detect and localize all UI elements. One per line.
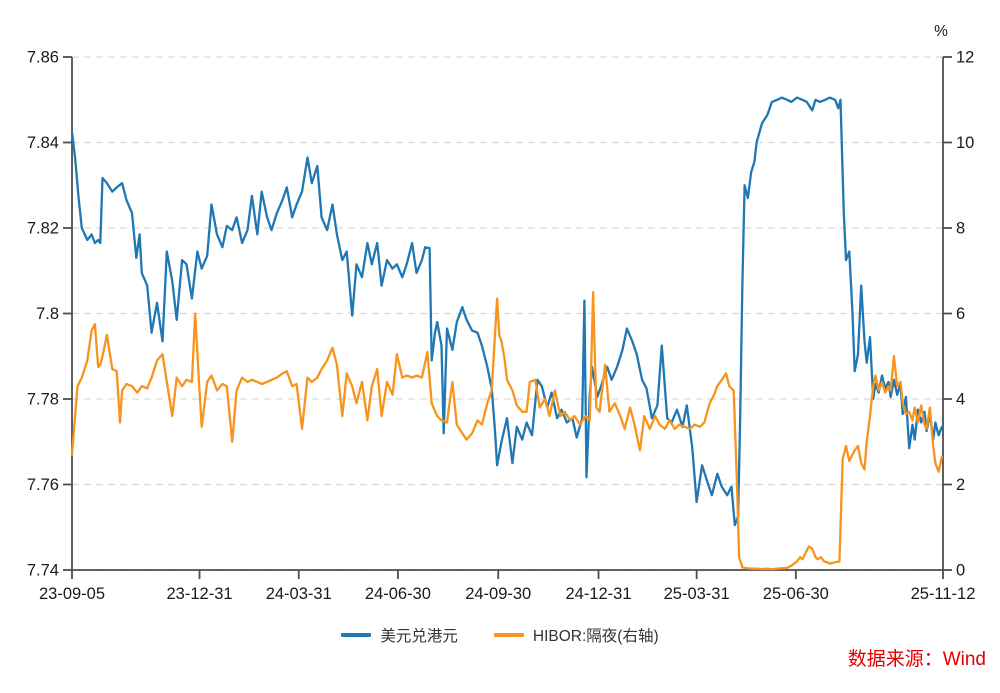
legend-label-usd-hkd: 美元兑港元 [380,628,458,645]
right-axis-tick-label: 6 [956,305,965,323]
x-axis-tick-label: 25-06-30 [763,585,829,603]
left-axis-tick-label: 7.82 [27,220,59,238]
legend-item-hibor-overnight: HIBOR:隔夜(右轴) [493,624,659,646]
legend-line-swatch-hibor-overnight [493,633,524,637]
series-line-hibor-overnight [70,290,944,571]
left-axis-tick-label: 7.8 [36,305,59,323]
chart-legend: 美元兑港元 HIBOR:隔夜(右轴) [0,624,1000,646]
left-axis-tick-label: 7.74 [27,562,59,580]
right-axis-unit-label: % [934,23,948,40]
x-axis-tick-label: 23-09-05 [39,585,105,603]
x-axis-tick-label: 24-09-30 [465,585,531,603]
right-axis-tick-label: 10 [956,134,974,152]
legend-label-hibor-overnight: HIBOR:隔夜(右轴) [532,628,659,645]
left-axis-tick-label: 7.86 [27,49,59,67]
x-axis-tick-label: 23-12-31 [167,585,233,603]
series-line-usd-hkd [70,96,944,527]
left-axis-tick-label: 7.76 [27,476,59,494]
right-axis-tick-label: 0 [956,562,965,580]
x-axis-tick-label: 25-11-12 [911,585,976,603]
left-axis-tick-label: 7.84 [27,134,59,152]
legend-item-usd-hkd: 美元兑港元 [341,624,458,646]
left-axis-tick-label: 7.78 [27,391,59,409]
legend-line-swatch-usd-hkd [341,633,372,637]
right-axis-tick-label: 2 [956,476,965,494]
x-axis-tick-label: 24-12-31 [565,585,631,603]
right-axis-tick-label: 12 [956,49,974,67]
data-source-label: 数据来源：Wind [847,649,986,670]
right-axis-tick-label: 8 [956,220,965,238]
x-axis-tick-label: 25-03-31 [664,585,730,603]
right-axis-tick-label: 4 [956,391,965,409]
x-axis-tick-label: 24-03-31 [266,585,332,603]
x-axis-tick-label: 24-06-30 [365,585,431,603]
